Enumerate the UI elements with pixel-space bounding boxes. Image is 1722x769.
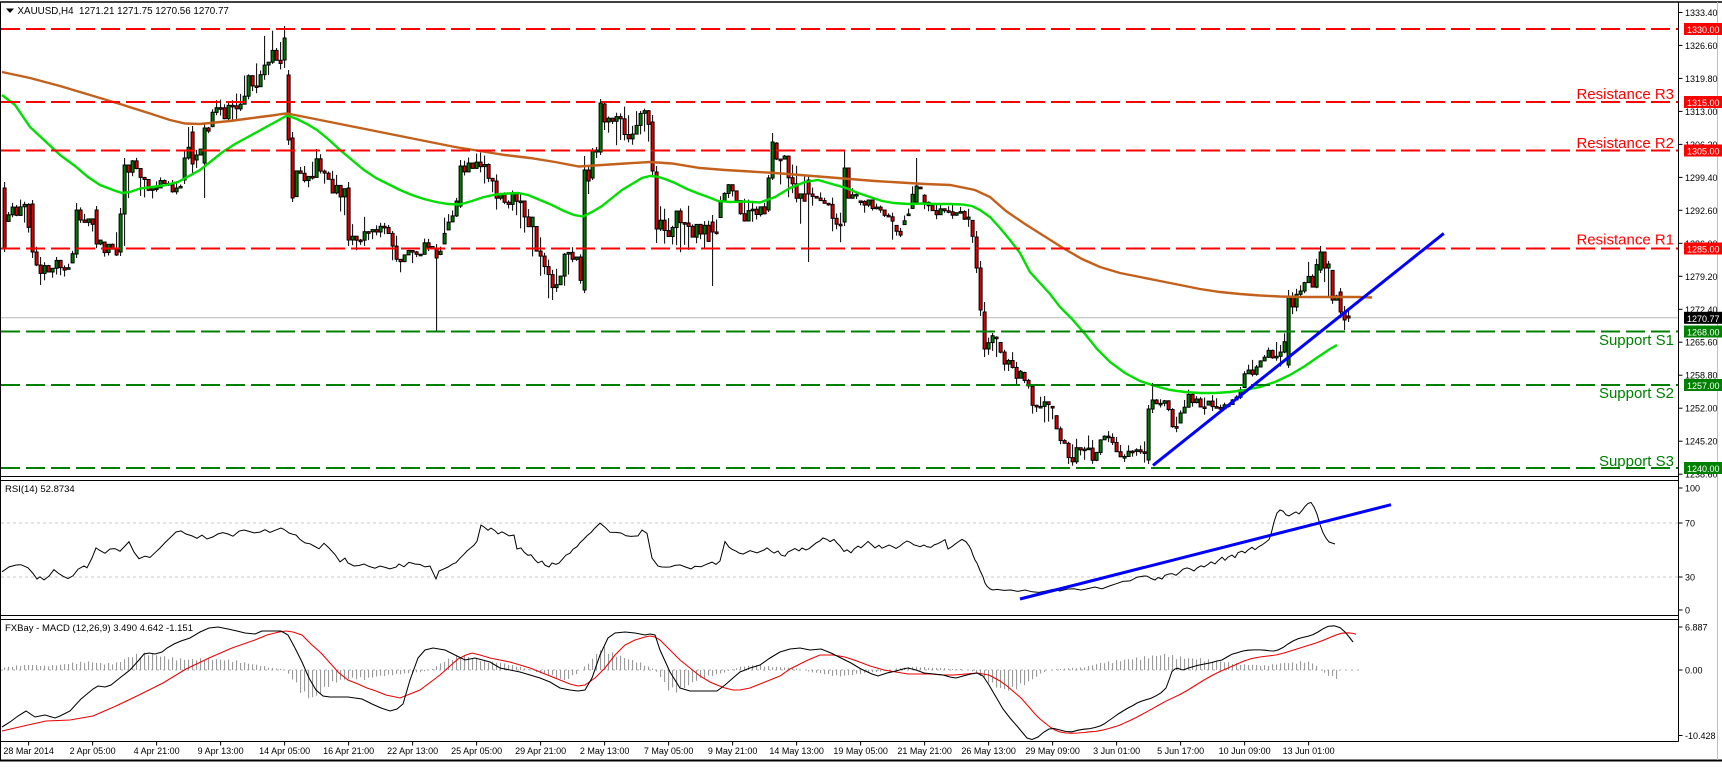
svg-text:Resistance R1: Resistance R1 [1576,232,1674,249]
svg-text:Resistance R3: Resistance R3 [1576,86,1674,103]
svg-text:0: 0 [1685,606,1690,616]
svg-text:1319.80: 1319.80 [1685,74,1718,84]
svg-text:1265.60: 1265.60 [1685,338,1718,348]
svg-text:XAUUSD,H4 1271.21 1271.75 127: XAUUSD,H4 1271.21 1271.75 1270.56 1270.7… [18,6,229,17]
svg-text:4 Apr 21:00: 4 Apr 21:00 [134,746,180,756]
svg-text:1270.77: 1270.77 [1687,314,1720,324]
svg-text:Support S1: Support S1 [1599,332,1674,349]
svg-text:9 May 21:00: 9 May 21:00 [708,746,758,756]
svg-text:1240.00: 1240.00 [1687,464,1720,474]
svg-text:28 Mar 2014: 28 Mar 2014 [3,746,54,756]
svg-text:Support S3: Support S3 [1599,453,1674,470]
svg-text:10 Jun 09:00: 10 Jun 09:00 [1219,746,1271,756]
svg-text:29 Apr 21:00: 29 Apr 21:00 [515,746,566,756]
svg-text:70: 70 [1685,519,1695,529]
svg-text:14 Apr 05:00: 14 Apr 05:00 [259,746,310,756]
svg-text:1326.60: 1326.60 [1685,41,1718,51]
svg-text:2 Apr 05:00: 2 Apr 05:00 [70,746,116,756]
svg-text:1292.60: 1292.60 [1685,206,1718,216]
svg-text:1268.00: 1268.00 [1687,328,1720,338]
svg-text:1315.00: 1315.00 [1687,98,1720,108]
svg-text:1299.40: 1299.40 [1685,173,1718,183]
svg-text:6.887: 6.887 [1685,623,1708,633]
svg-text:25 Apr 05:00: 25 Apr 05:00 [451,746,502,756]
svg-text:Resistance R2: Resistance R2 [1576,135,1674,152]
svg-text:13 Jun 01:00: 13 Jun 01:00 [1283,746,1335,756]
svg-text:1272.40: 1272.40 [1685,305,1718,315]
svg-text:7 May 05:00: 7 May 05:00 [644,746,694,756]
svg-text:21 May 21:00: 21 May 21:00 [897,746,952,756]
svg-text:1330.00: 1330.00 [1687,25,1720,35]
svg-text:1305.00: 1305.00 [1687,147,1720,157]
svg-text:Support S2: Support S2 [1599,385,1674,402]
svg-text:1279.20: 1279.20 [1685,272,1718,282]
svg-text:FXBay - MACD (12,26,9) 3.490 4: FXBay - MACD (12,26,9) 3.490 4.642 -1.15… [5,623,193,634]
svg-text:1252.00: 1252.00 [1685,404,1718,414]
svg-text:1257.00: 1257.00 [1687,381,1720,391]
svg-text:RSI(14) 52.8734: RSI(14) 52.8734 [5,484,75,495]
svg-text:29 May 09:00: 29 May 09:00 [1025,746,1080,756]
svg-text:0.00: 0.00 [1685,666,1703,676]
svg-text:1285.00: 1285.00 [1687,245,1720,255]
svg-text:5 Jun 17:00: 5 Jun 17:00 [1157,746,1204,756]
svg-text:1245.20: 1245.20 [1685,437,1718,447]
svg-text:-10.428: -10.428 [1685,731,1716,741]
svg-text:22 Apr 13:00: 22 Apr 13:00 [387,746,438,756]
svg-text:30: 30 [1685,573,1695,583]
svg-text:16 Apr 21:00: 16 Apr 21:00 [323,746,374,756]
svg-text:14 May 13:00: 14 May 13:00 [769,746,824,756]
svg-text:1313.00: 1313.00 [1685,107,1718,117]
svg-text:3 Jun 01:00: 3 Jun 01:00 [1093,746,1140,756]
svg-text:1258.80: 1258.80 [1685,371,1718,381]
svg-text:2 May 13:00: 2 May 13:00 [580,746,630,756]
svg-text:1333.40: 1333.40 [1685,8,1718,18]
svg-text:1238.60: 1238.60 [1685,470,1718,480]
svg-text:100: 100 [1685,484,1700,494]
svg-text:26 May 13:00: 26 May 13:00 [961,746,1016,756]
svg-text:9 Apr 13:00: 9 Apr 13:00 [198,746,244,756]
svg-text:19 May 05:00: 19 May 05:00 [833,746,888,756]
